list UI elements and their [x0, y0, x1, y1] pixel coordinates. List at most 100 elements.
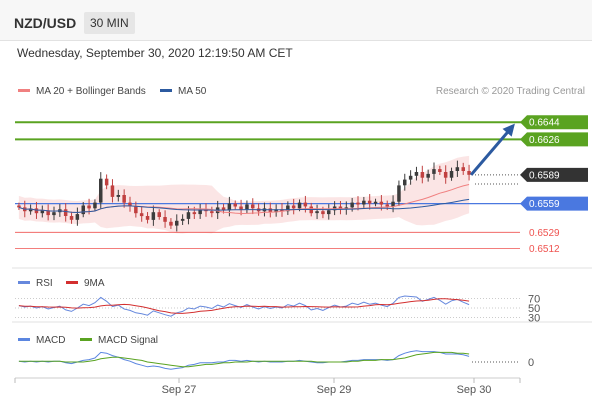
price-legend: MA 20 + Bollinger Bands MA 50 Research ©…: [18, 86, 585, 97]
current-price-tag: [520, 167, 588, 182]
candle-body: [93, 202, 97, 209]
rsi-legend: RSI 9MA: [18, 278, 105, 289]
candle-body: [175, 220, 179, 226]
candle-body: [397, 185, 401, 202]
candle-body: [291, 205, 296, 209]
macd-line: [18, 350, 470, 370]
legend-swatch-rsi-ma: [66, 281, 78, 284]
legend-swatch-macd: [18, 338, 30, 341]
candle-body: [116, 195, 121, 197]
price-levels-layer: 0.6644 0.6626 0.6589 0.6559 0.6529 0.6512: [15, 115, 588, 255]
candle-body: [221, 207, 226, 211]
candle-body: [128, 202, 132, 207]
candle-body: [420, 172, 425, 178]
candle-body: [356, 202, 360, 205]
candle-body: [286, 205, 290, 212]
chart-header: NZD/USD 30 MIN: [0, 0, 592, 41]
candle-body: [186, 212, 191, 219]
candle-body: [104, 178, 109, 186]
ma50-line: [18, 198, 470, 214]
candle-body: [40, 210, 45, 214]
resistance-price-label: 0.6644: [529, 118, 560, 129]
candle-body: [362, 200, 366, 205]
candle-body: [180, 218, 185, 221]
candle-body: [87, 205, 91, 209]
legend-label-macd: MACD: [36, 335, 65, 346]
candle-body: [75, 214, 80, 220]
legend-swatch-rsi: [18, 281, 30, 284]
credit-text: Research © 2020 Trading Central: [436, 86, 585, 97]
candle-body: [122, 195, 126, 203]
candle-body: [151, 212, 156, 220]
candle-body: [350, 202, 354, 208]
candle-body: [99, 178, 103, 203]
pivot-price-label: 0.6559: [529, 199, 560, 210]
candle-body: [303, 202, 308, 207]
candle-body: [367, 200, 372, 204]
candle-body: [315, 211, 319, 214]
candle-body: [227, 203, 232, 211]
candle-body: [391, 201, 395, 207]
candle-body: [373, 201, 378, 204]
moving-average-layer: [18, 184, 470, 215]
candle-body: [110, 185, 115, 197]
candle-body: [338, 206, 343, 210]
x-axis: Sep 27 Sep 29 Sep 30: [14, 378, 521, 396]
candle-body: [379, 201, 384, 205]
resistance-price-tag: [520, 132, 588, 147]
forecast-arrow-layer: [469, 123, 515, 176]
legend-swatch-ma20: [18, 89, 30, 92]
candle-body: [280, 209, 284, 212]
legend-swatch-macd-signal: [80, 338, 92, 341]
legend-label-ma50: MA 50: [178, 86, 207, 97]
candle-body: [385, 204, 389, 207]
candle-body: [414, 172, 419, 176]
candle-body: [69, 216, 74, 220]
candle-body: [455, 167, 460, 171]
candle-body: [467, 171, 471, 175]
candle-body: [297, 202, 302, 209]
candle-body: [192, 212, 197, 215]
candle-body: [268, 208, 273, 213]
candle-body: [321, 211, 325, 215]
timeframe-badge[interactable]: 30 MIN: [84, 12, 135, 34]
candle-body: [233, 203, 237, 207]
candle-body: [408, 175, 413, 180]
candles-layer: [17, 160, 471, 232]
candle-body: [157, 212, 161, 217]
candle-body: [432, 169, 436, 174]
legend-label-rsi-ma: 9MA: [84, 278, 105, 289]
forecast-arrow-head: [502, 123, 515, 137]
symbol-title: NZD/USD: [14, 15, 77, 31]
support-price-label: 0.6529: [529, 228, 560, 239]
rsi-level-label: 30: [528, 313, 540, 325]
resistance-price-tag: [520, 115, 588, 130]
x-axis-tick-label: Sep 29: [317, 384, 352, 396]
macd-signal-line: [18, 351, 470, 368]
candle-body: [52, 212, 56, 216]
legend-label-macd-signal: MACD Signal: [98, 335, 158, 346]
macd-legend: MACD MACD Signal: [18, 335, 158, 346]
candle-body: [443, 172, 448, 178]
candle-body: [251, 204, 255, 209]
candle-body: [426, 173, 430, 178]
rsi-ma-line: [18, 298, 470, 314]
candle-body: [139, 213, 144, 217]
macd-panel: 0: [18, 350, 534, 370]
candle-body: [169, 221, 173, 226]
rsi-level-label: 50: [528, 303, 540, 315]
candle-body: [327, 210, 331, 215]
legend-label-rsi: RSI: [36, 278, 53, 289]
forecast-arrow-shaft: [469, 127, 513, 176]
legend-swatch-ma50: [160, 89, 172, 92]
bollinger-band-area: [18, 155, 470, 234]
resistance-price-label: 0.6626: [529, 135, 560, 146]
candle-body: [198, 209, 202, 215]
candle-body: [34, 208, 39, 214]
current-price-label: 0.6589: [529, 170, 560, 181]
candle-body: [274, 209, 278, 213]
candle-body: [46, 210, 50, 216]
candle-body: [28, 208, 33, 212]
